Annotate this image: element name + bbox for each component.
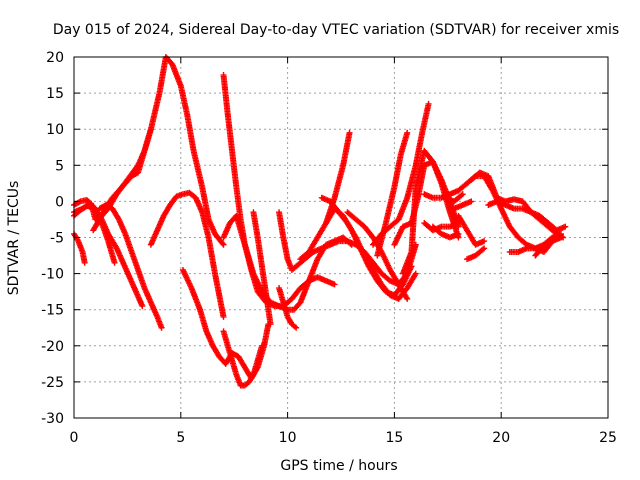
data-point-marker bbox=[219, 240, 226, 247]
series-arc-24 bbox=[429, 223, 462, 241]
data-point-marker bbox=[111, 259, 118, 266]
x-tick-label: 5 bbox=[176, 430, 185, 446]
series-arc-6 bbox=[90, 126, 154, 234]
data-point-marker bbox=[425, 100, 432, 107]
series-arc-28 bbox=[455, 212, 488, 248]
data-point-marker bbox=[481, 245, 488, 252]
x-tick-label: 10 bbox=[279, 430, 297, 446]
data-point-marker bbox=[81, 259, 88, 266]
series-arc-7 bbox=[147, 189, 227, 320]
data-point-marker bbox=[408, 263, 415, 270]
grid bbox=[74, 57, 608, 418]
data-point-marker bbox=[331, 281, 338, 288]
data-point-marker bbox=[293, 324, 300, 331]
data-point-marker bbox=[412, 270, 419, 277]
ticks bbox=[73, 56, 609, 419]
data-point-marker bbox=[455, 230, 462, 237]
data-point-marker bbox=[220, 241, 227, 248]
y-tick-label: 0 bbox=[55, 194, 64, 210]
data-point-marker bbox=[479, 246, 486, 253]
series-arc-29 bbox=[464, 245, 488, 263]
y-tick-label: -15 bbox=[41, 303, 64, 319]
series-arc-30 bbox=[468, 169, 567, 241]
data-point-marker bbox=[558, 234, 565, 241]
data-point-marker bbox=[258, 342, 265, 349]
data-point-marker bbox=[562, 223, 569, 230]
series-arc-26 bbox=[442, 191, 466, 205]
series-arc-17 bbox=[318, 194, 419, 302]
y-axis-label: SDTVAR / TECUs bbox=[6, 181, 22, 296]
data-point-marker bbox=[76, 199, 83, 206]
y-tick-label: -25 bbox=[41, 375, 64, 391]
x-axis-label: GPS time / hours bbox=[280, 458, 397, 474]
x-tick-label: 20 bbox=[492, 430, 510, 446]
y-tick-label: -10 bbox=[41, 267, 64, 283]
y-tick-label: -20 bbox=[41, 339, 64, 355]
series-arc-12 bbox=[250, 209, 274, 328]
series-arc-20 bbox=[370, 100, 432, 248]
data-point-marker bbox=[481, 238, 488, 245]
x-tick-label: 0 bbox=[70, 430, 79, 446]
series-arc-14 bbox=[276, 285, 300, 331]
data-point-marker bbox=[548, 235, 555, 242]
series-arc-2 bbox=[71, 230, 88, 266]
data-points bbox=[71, 54, 569, 389]
chart-title: Day 015 of 2024, Sidereal Day-to-day VTE… bbox=[53, 22, 619, 38]
y-tick-label: 15 bbox=[46, 86, 64, 102]
data-point-marker bbox=[158, 324, 165, 331]
series-arc-22 bbox=[399, 147, 462, 277]
data-point-marker bbox=[412, 241, 419, 248]
x-tick-label: 25 bbox=[599, 430, 617, 446]
data-point-marker bbox=[404, 129, 411, 136]
series-arc-27 bbox=[451, 198, 475, 212]
series-arc-9 bbox=[220, 328, 265, 389]
y-tick-label: 20 bbox=[46, 50, 64, 66]
data-point-marker bbox=[404, 295, 411, 302]
y-tick-label: 5 bbox=[55, 158, 64, 174]
x-tick-label: 15 bbox=[385, 430, 403, 446]
data-point-marker bbox=[139, 303, 146, 310]
data-point-marker bbox=[267, 321, 274, 328]
data-point-marker bbox=[459, 191, 466, 198]
series-arc-4 bbox=[71, 196, 146, 310]
series-arc-18 bbox=[344, 209, 411, 302]
series-arc-5 bbox=[96, 202, 165, 331]
y-tick-label: -30 bbox=[41, 411, 64, 427]
data-point-marker bbox=[220, 313, 227, 320]
data-point-marker bbox=[147, 126, 154, 133]
x-tick-labels: 0 5 10 15 20 25 bbox=[70, 430, 617, 446]
series-arc-33 bbox=[532, 234, 565, 259]
y-tick-label: 10 bbox=[46, 122, 64, 138]
y-tick-label: -5 bbox=[50, 231, 64, 247]
data-point-marker bbox=[346, 129, 353, 136]
data-point-marker bbox=[468, 198, 475, 205]
series-arc-31 bbox=[485, 198, 569, 234]
y-tick-labels: -30 -25 -20 -15 -10 -5 0 5 10 15 20 bbox=[41, 50, 64, 427]
